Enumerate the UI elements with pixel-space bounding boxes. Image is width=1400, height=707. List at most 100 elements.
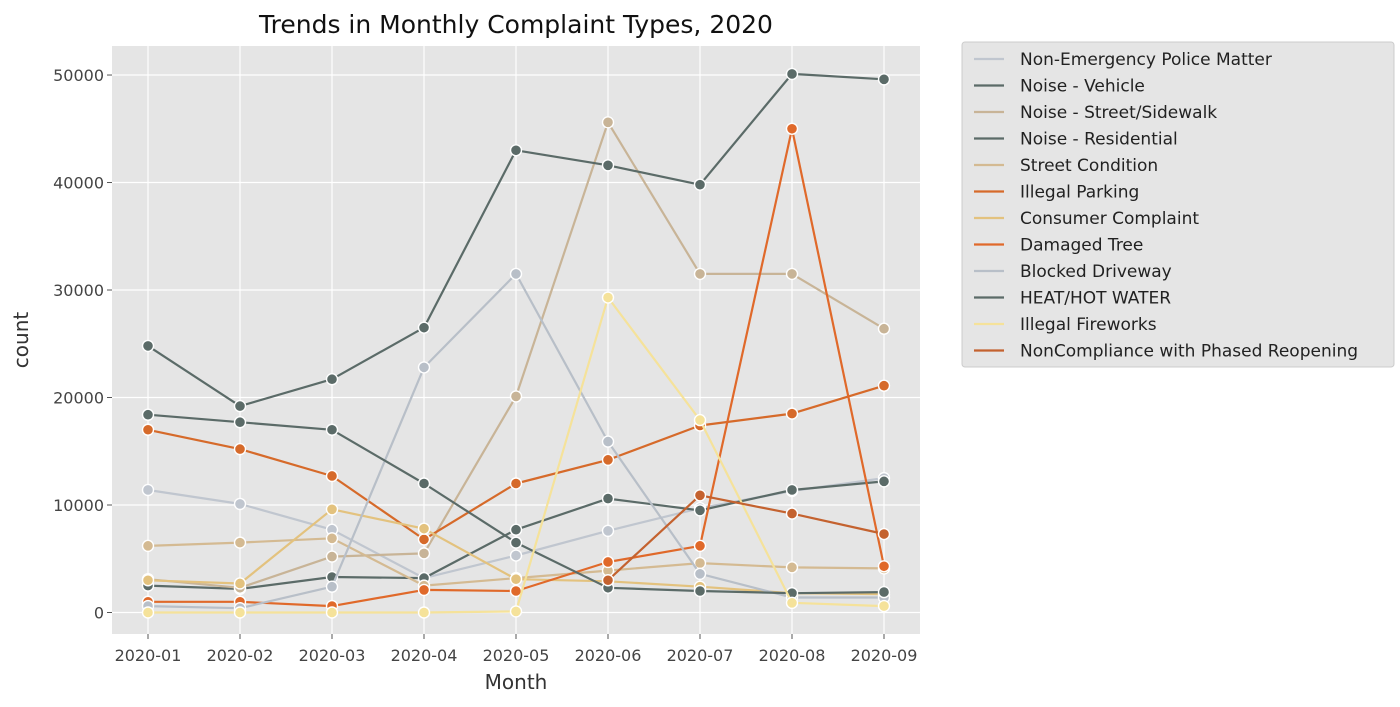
data-point (417, 533, 431, 546)
data-point (877, 527, 891, 541)
data-point (141, 339, 155, 353)
data-point (509, 390, 523, 403)
data-point (509, 536, 523, 549)
data-point (693, 489, 707, 502)
data-point (509, 523, 523, 536)
data-point (785, 407, 799, 420)
series-layer (141, 67, 891, 619)
data-point (509, 572, 523, 586)
data-point (417, 606, 431, 619)
data-point (877, 379, 891, 392)
data-point (141, 423, 155, 436)
series-10 (141, 291, 891, 619)
data-point (417, 361, 431, 374)
legend-label: Illegal Parking (1020, 183, 1139, 203)
data-point (417, 477, 431, 490)
series-line (607, 494, 885, 582)
series-3 (141, 67, 891, 413)
x-tick-label: 2020-01 (115, 646, 182, 665)
data-point (877, 560, 891, 573)
data-point (785, 596, 799, 610)
y-tick-label: 20000 (53, 389, 104, 408)
data-point (509, 549, 523, 562)
legend-label: Non-Emergency Police Matter (1020, 50, 1272, 70)
data-point (325, 606, 339, 619)
x-tick-label: 2020-06 (575, 646, 642, 665)
legend-label: Noise - Street/Sidewalk (1020, 103, 1217, 123)
x-tick-label: 2020-03 (299, 646, 366, 665)
data-point (693, 539, 707, 553)
y-axis-ticks: 0 10000 20000 30000 40000 50000 (53, 66, 112, 623)
data-point (877, 475, 891, 488)
data-point (785, 561, 799, 574)
data-point (693, 178, 707, 191)
legend-label: NonCompliance with Phased Reopening (1020, 342, 1358, 362)
data-point (601, 453, 615, 467)
data-point (141, 408, 155, 421)
y-tick-label: 0 (94, 604, 104, 623)
data-point (601, 435, 615, 448)
chart-title: Trends in Monthly Complaint Types, 2020 (258, 10, 773, 39)
data-point (601, 524, 615, 538)
x-axis-ticks: 2020-01 2020-02 2020-03 2020-04 2020-05 2020-… (115, 634, 918, 665)
data-point (877, 585, 891, 599)
legend-label: Street Condition (1020, 156, 1158, 176)
data-point (233, 416, 247, 429)
x-tick-label: 2020-09 (851, 646, 918, 665)
x-tick-label: 2020-05 (483, 646, 550, 665)
legend-label: Illegal Fireworks (1020, 315, 1157, 335)
data-point (693, 584, 707, 598)
data-point (325, 469, 339, 483)
data-point (785, 507, 799, 520)
legend: Non-Emergency Police Matter Noise - Vehic… (961, 41, 1395, 368)
data-point (509, 267, 523, 281)
series-11 (601, 489, 891, 587)
y-tick-label: 40000 (53, 174, 104, 193)
data-point (785, 122, 799, 135)
data-point (325, 580, 339, 593)
data-point (785, 267, 799, 281)
y-tick-label: 10000 (53, 496, 104, 515)
data-point (601, 159, 615, 172)
x-tick-label: 2020-04 (391, 646, 458, 665)
legend-label: Noise - Residential (1020, 130, 1178, 150)
x-tick-label: 2020-07 (667, 646, 734, 665)
data-point (601, 574, 615, 587)
data-point (325, 373, 339, 386)
data-point (509, 605, 523, 618)
data-point (417, 522, 431, 535)
data-point (693, 413, 707, 427)
data-point (417, 583, 431, 597)
data-point (601, 492, 615, 505)
legend-label: Blocked Driveway (1020, 262, 1172, 282)
x-tick-label: 2020-02 (207, 646, 274, 665)
legend-label: HEAT/HOT WATER (1020, 289, 1171, 309)
data-point (509, 144, 523, 157)
series-7 (141, 122, 891, 613)
data-point (509, 477, 523, 490)
data-point (233, 536, 247, 549)
data-point (233, 497, 247, 511)
data-point (601, 116, 615, 129)
series-9 (141, 408, 891, 600)
legend-label: Noise - Vehicle (1020, 77, 1145, 97)
y-tick-label: 50000 (53, 66, 104, 85)
legend-frame (961, 41, 1395, 368)
data-point (877, 322, 891, 335)
data-point (141, 606, 155, 619)
data-point (325, 503, 339, 516)
legend-label: Damaged Tree (1020, 236, 1143, 256)
data-point (141, 574, 155, 587)
data-point (325, 550, 339, 563)
data-point (785, 483, 799, 497)
data-point (601, 291, 615, 304)
data-point (693, 567, 707, 581)
y-axis-label: count (9, 312, 33, 369)
data-point (693, 504, 707, 517)
data-point (233, 577, 247, 590)
legend-label: Consumer Complaint (1020, 209, 1199, 229)
data-point (141, 483, 155, 497)
series-2 (141, 116, 891, 594)
y-tick-label: 30000 (53, 281, 104, 300)
